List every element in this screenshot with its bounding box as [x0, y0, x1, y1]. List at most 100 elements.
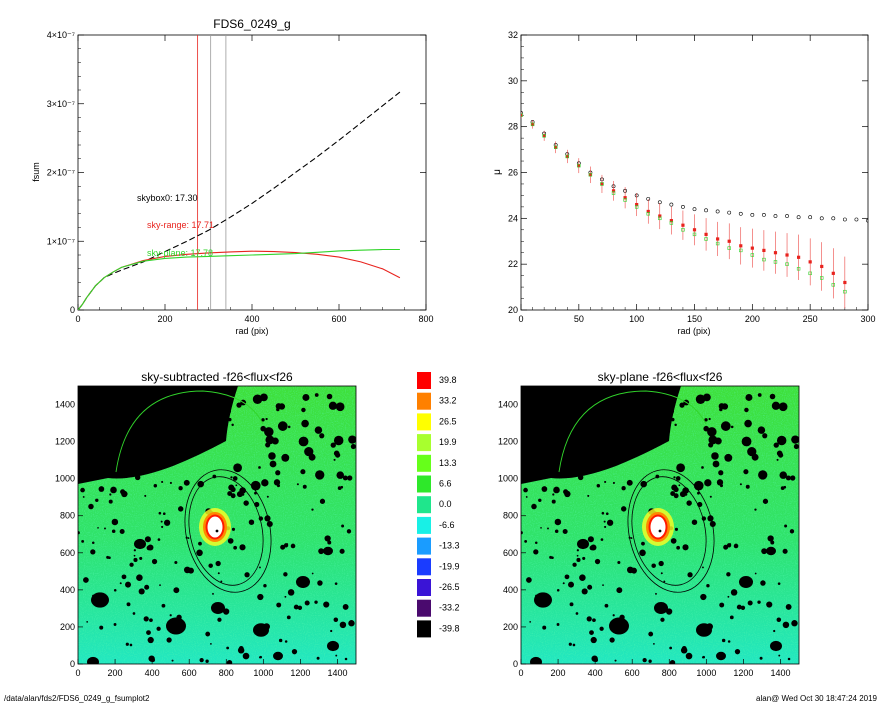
colorbar-label: 26.5	[439, 416, 457, 426]
masked-star	[304, 600, 310, 606]
img-xtick-label: 400	[588, 668, 603, 678]
masked-star	[791, 620, 798, 627]
masked-star	[726, 543, 732, 548]
masked-star	[586, 616, 592, 622]
masked-star	[284, 640, 288, 643]
masked-star	[297, 605, 303, 610]
masked-star	[298, 436, 309, 447]
mu-xtick-label: 0	[518, 314, 523, 324]
surface-brightness-xlabel: rad (pix)	[677, 326, 710, 336]
masked-star	[315, 470, 325, 480]
masked-star	[576, 554, 579, 557]
masked-blob	[166, 617, 186, 635]
masked-star	[333, 435, 344, 446]
galaxy-core	[650, 516, 666, 538]
fsum-ytick-label: 4×10⁻⁷	[47, 30, 75, 40]
masked-star	[139, 556, 143, 560]
masked-star	[212, 592, 214, 595]
masked-star	[604, 480, 607, 484]
img-ytick-label: 1200	[55, 437, 75, 447]
masked-star	[261, 479, 269, 487]
img-ytick-label: 1000	[498, 474, 518, 484]
masked-star	[760, 580, 766, 586]
masked-star	[720, 421, 731, 431]
masked-star	[108, 499, 113, 504]
mu-point-green	[785, 262, 789, 266]
masked-star	[612, 481, 615, 485]
img-xtick-label: 1400	[770, 668, 790, 678]
masked-star	[287, 589, 295, 596]
masked-star	[564, 574, 570, 580]
fsum-series-red	[78, 250, 401, 310]
mu-point-red	[600, 182, 604, 186]
masked-star	[259, 393, 268, 402]
masked-star	[761, 548, 768, 555]
mu-point-red	[831, 271, 835, 275]
masked-star	[144, 494, 147, 497]
aperture-ellipse-outer	[627, 469, 715, 593]
masked-star	[239, 544, 246, 551]
footer-timestamp: alan@ Wed Oct 30 18:47:24 2019	[756, 694, 877, 703]
masked-star	[110, 486, 117, 494]
masked-star	[655, 592, 657, 595]
mu-point-green	[521, 113, 523, 117]
masked-star	[302, 393, 310, 401]
masked-star	[757, 600, 761, 604]
masked-star	[302, 484, 307, 489]
masked-star	[197, 480, 204, 488]
img-xtick-label: 800	[662, 668, 677, 678]
img-xtick-label: 200	[108, 668, 123, 678]
mu-point-green	[577, 163, 581, 168]
masked-star	[687, 572, 693, 578]
fsum-series-green	[78, 248, 400, 310]
masked-star	[283, 572, 288, 577]
sky-plane-title: sky-plane -f26<flux<f26	[598, 370, 723, 384]
mu-point-black	[692, 207, 697, 212]
masked-star	[217, 617, 222, 622]
mu-point-red	[750, 246, 754, 250]
mu-ytick-label: 32	[508, 30, 518, 40]
masked-star	[785, 604, 792, 610]
masked-star	[711, 452, 719, 460]
masked-star	[594, 558, 601, 565]
img-ytick-label: 200	[503, 622, 518, 632]
masked-star	[779, 471, 788, 479]
masked-star	[701, 466, 704, 469]
mu-point-green	[692, 232, 697, 237]
masked-star	[301, 419, 309, 428]
masked-star	[301, 407, 306, 413]
masked-star	[601, 511, 605, 515]
mu-point-green	[553, 145, 558, 149]
masked-star	[587, 494, 590, 497]
colorbar-label: -33.2	[439, 603, 460, 613]
masked-star	[233, 463, 242, 473]
masked-star	[685, 652, 693, 660]
img-ytick-label: 400	[503, 585, 518, 595]
masked-star	[776, 458, 779, 461]
masked-star	[156, 626, 161, 631]
fsum-plot-frame	[77, 34, 427, 311]
img-xtick-label: 600	[182, 668, 197, 678]
masked-blob	[770, 640, 782, 652]
masked-star	[346, 529, 352, 534]
colorbar-swatch	[417, 516, 431, 534]
masked-star	[660, 617, 665, 622]
masked-blob	[296, 576, 310, 588]
masked-blob	[211, 602, 225, 614]
masked-star	[265, 435, 275, 445]
fsum-xtick-label: 200	[157, 314, 172, 324]
masked-star	[287, 425, 291, 429]
mu-point-red	[635, 202, 639, 207]
img-ytick-label: 1400	[55, 400, 75, 410]
masked-star	[147, 636, 154, 644]
masked-star	[231, 423, 234, 427]
fsum-ytick-label: 3×10⁻⁷	[47, 99, 75, 109]
masked-star	[314, 426, 323, 434]
colorbar-label: -6.6	[439, 520, 455, 530]
masked-star	[614, 659, 617, 662]
masked-star	[198, 541, 202, 546]
masked-star	[707, 427, 717, 437]
masked-star	[319, 433, 325, 439]
masked-star	[590, 544, 597, 551]
masked-star	[348, 435, 356, 444]
